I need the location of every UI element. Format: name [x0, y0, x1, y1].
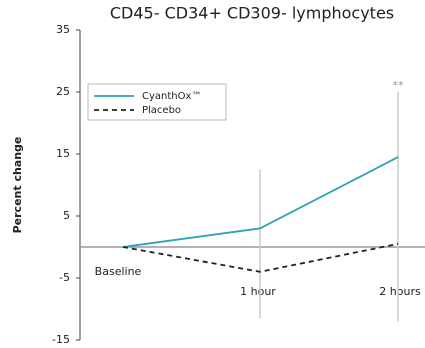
legend-box	[87, 83, 227, 121]
x-tick-label: 1 hour	[240, 285, 276, 298]
x-tick-label: Baseline	[95, 265, 142, 278]
y-tick-label: 25	[56, 85, 70, 98]
legend-label: CyanthOx™	[142, 91, 201, 102]
y-tick-label: 35	[56, 23, 70, 36]
annotation: **	[393, 79, 405, 92]
y-tick-label: 15	[56, 147, 70, 160]
series-line	[122, 156, 399, 248]
y-tick-label: 5	[63, 209, 70, 222]
y-axis-title: Percent change	[11, 137, 24, 234]
legend-label: Placebo	[142, 105, 181, 116]
y-tick-label: -5	[59, 271, 70, 284]
chart-title: CD45- CD34+ CD309- lymphocytes	[110, 4, 394, 23]
series-line	[122, 243, 399, 273]
x-tick-label: 2 hours	[379, 285, 421, 298]
y-tick-label: -15	[52, 333, 70, 346]
